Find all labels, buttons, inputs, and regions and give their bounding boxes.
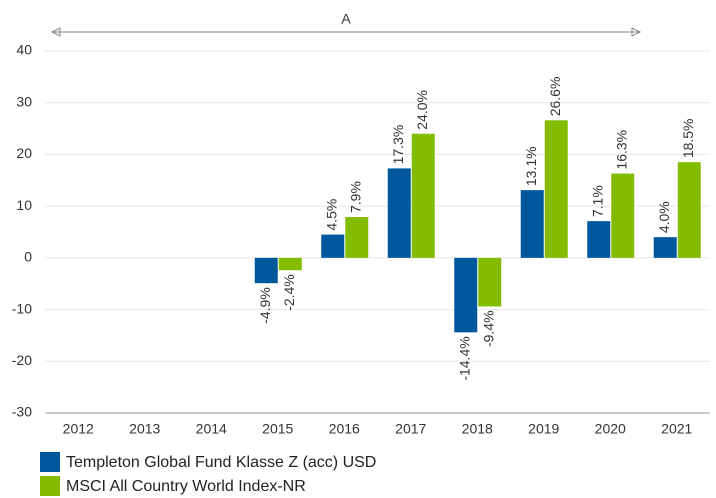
bar xyxy=(411,133,435,258)
bar xyxy=(454,257,478,333)
bar xyxy=(677,162,701,258)
y-tick-label: 20 xyxy=(16,145,32,161)
y-tick-label: -20 xyxy=(12,352,32,368)
bar xyxy=(520,190,544,258)
annotation: A xyxy=(341,11,351,27)
y-tick-label: 30 xyxy=(16,93,32,109)
bar xyxy=(587,221,611,258)
x-tick-label: 2014 xyxy=(196,421,227,437)
x-tick-label: 2018 xyxy=(462,421,493,437)
bar xyxy=(345,217,369,258)
data-label: -2.4% xyxy=(281,274,297,311)
bar xyxy=(611,173,635,258)
data-label: -14.4% xyxy=(456,336,472,380)
data-label: 16.3% xyxy=(613,130,629,170)
data-label: 17.3% xyxy=(390,125,406,165)
y-tick-label: 0 xyxy=(24,249,32,265)
data-label: -4.9% xyxy=(257,287,273,324)
data-label: 13.1% xyxy=(523,146,539,186)
legend-label: MSCI All Country World Index-NR xyxy=(66,478,306,495)
y-tick-label: 10 xyxy=(16,197,32,213)
legend-swatch xyxy=(40,452,60,472)
data-label: -9.4% xyxy=(480,310,496,347)
x-tick-label: 2017 xyxy=(395,421,426,437)
x-tick-label: 2012 xyxy=(63,421,94,437)
x-tick-label: 2019 xyxy=(528,421,559,437)
arrow-left xyxy=(50,27,61,37)
y-tick-label: 40 xyxy=(16,42,32,58)
bar xyxy=(321,234,345,258)
data-label: 4.5% xyxy=(323,199,339,231)
data-label: 4.0% xyxy=(656,201,672,233)
legend-label: Templeton Global Fund Klasse Z (acc) USD xyxy=(66,454,376,471)
legend-swatch xyxy=(40,476,60,496)
y-tick-label: -30 xyxy=(12,404,32,420)
bar xyxy=(278,257,302,271)
data-label: 18.5% xyxy=(680,118,696,158)
x-tick-label: 2016 xyxy=(329,421,360,437)
arrow-right xyxy=(631,27,642,37)
data-label: 24.0% xyxy=(414,90,430,130)
bar xyxy=(544,120,568,258)
y-tick-label: -10 xyxy=(12,300,32,316)
bar xyxy=(653,237,677,258)
x-tick-label: 2013 xyxy=(129,421,160,437)
bar xyxy=(254,257,278,284)
data-label: 7.1% xyxy=(589,185,605,217)
x-tick-label: 2015 xyxy=(262,421,293,437)
data-label: 26.6% xyxy=(547,77,563,117)
data-label: 7.9% xyxy=(347,181,363,213)
x-tick-label: 2020 xyxy=(595,421,626,437)
x-tick-label: 2021 xyxy=(661,421,692,437)
bar xyxy=(387,168,411,258)
bar xyxy=(478,257,502,307)
